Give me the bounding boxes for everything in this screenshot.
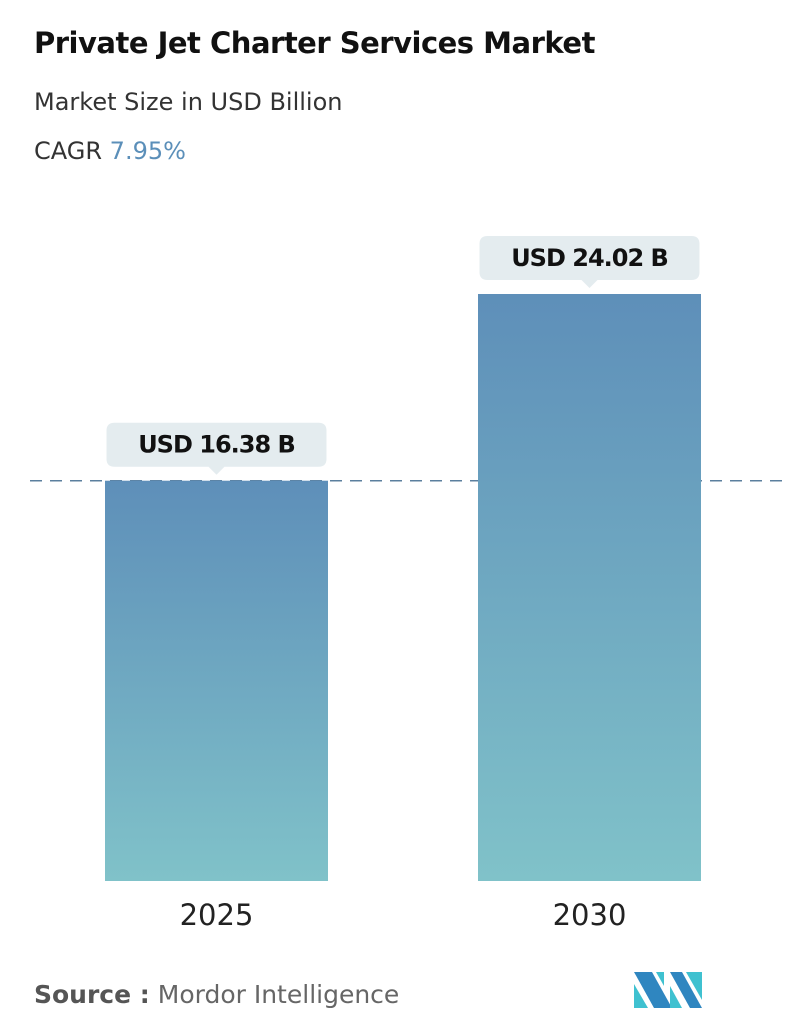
bar-chart: USD 16.38 B 2025 USD 24.02 B 2030: [30, 236, 790, 932]
cagr-label: CAGR: [34, 137, 103, 165]
chart-title: Private Jet Charter Services Market: [34, 26, 595, 60]
data-label-bubble: [479, 236, 700, 288]
data-label: USD 24.02 B: [511, 244, 668, 272]
data-label-bubble: [106, 422, 327, 475]
source-label: Source :: [34, 980, 150, 1009]
data-label: USD 16.38 B: [138, 431, 295, 459]
bar-2030: [478, 294, 701, 881]
source: Source : Mordor Intelligence: [34, 980, 399, 1009]
source-value: Mordor Intelligence: [157, 980, 400, 1009]
mordor-logo: [634, 972, 702, 1008]
cagr-value: 7.95%: [109, 137, 186, 165]
cagr: CAGR 7.95%: [34, 137, 186, 165]
x-tick-label: 2030: [553, 898, 627, 932]
chart-subtitle: Market Size in USD Billion: [34, 88, 343, 116]
bar-2025: [105, 480, 328, 881]
x-tick-label: 2025: [180, 898, 254, 932]
